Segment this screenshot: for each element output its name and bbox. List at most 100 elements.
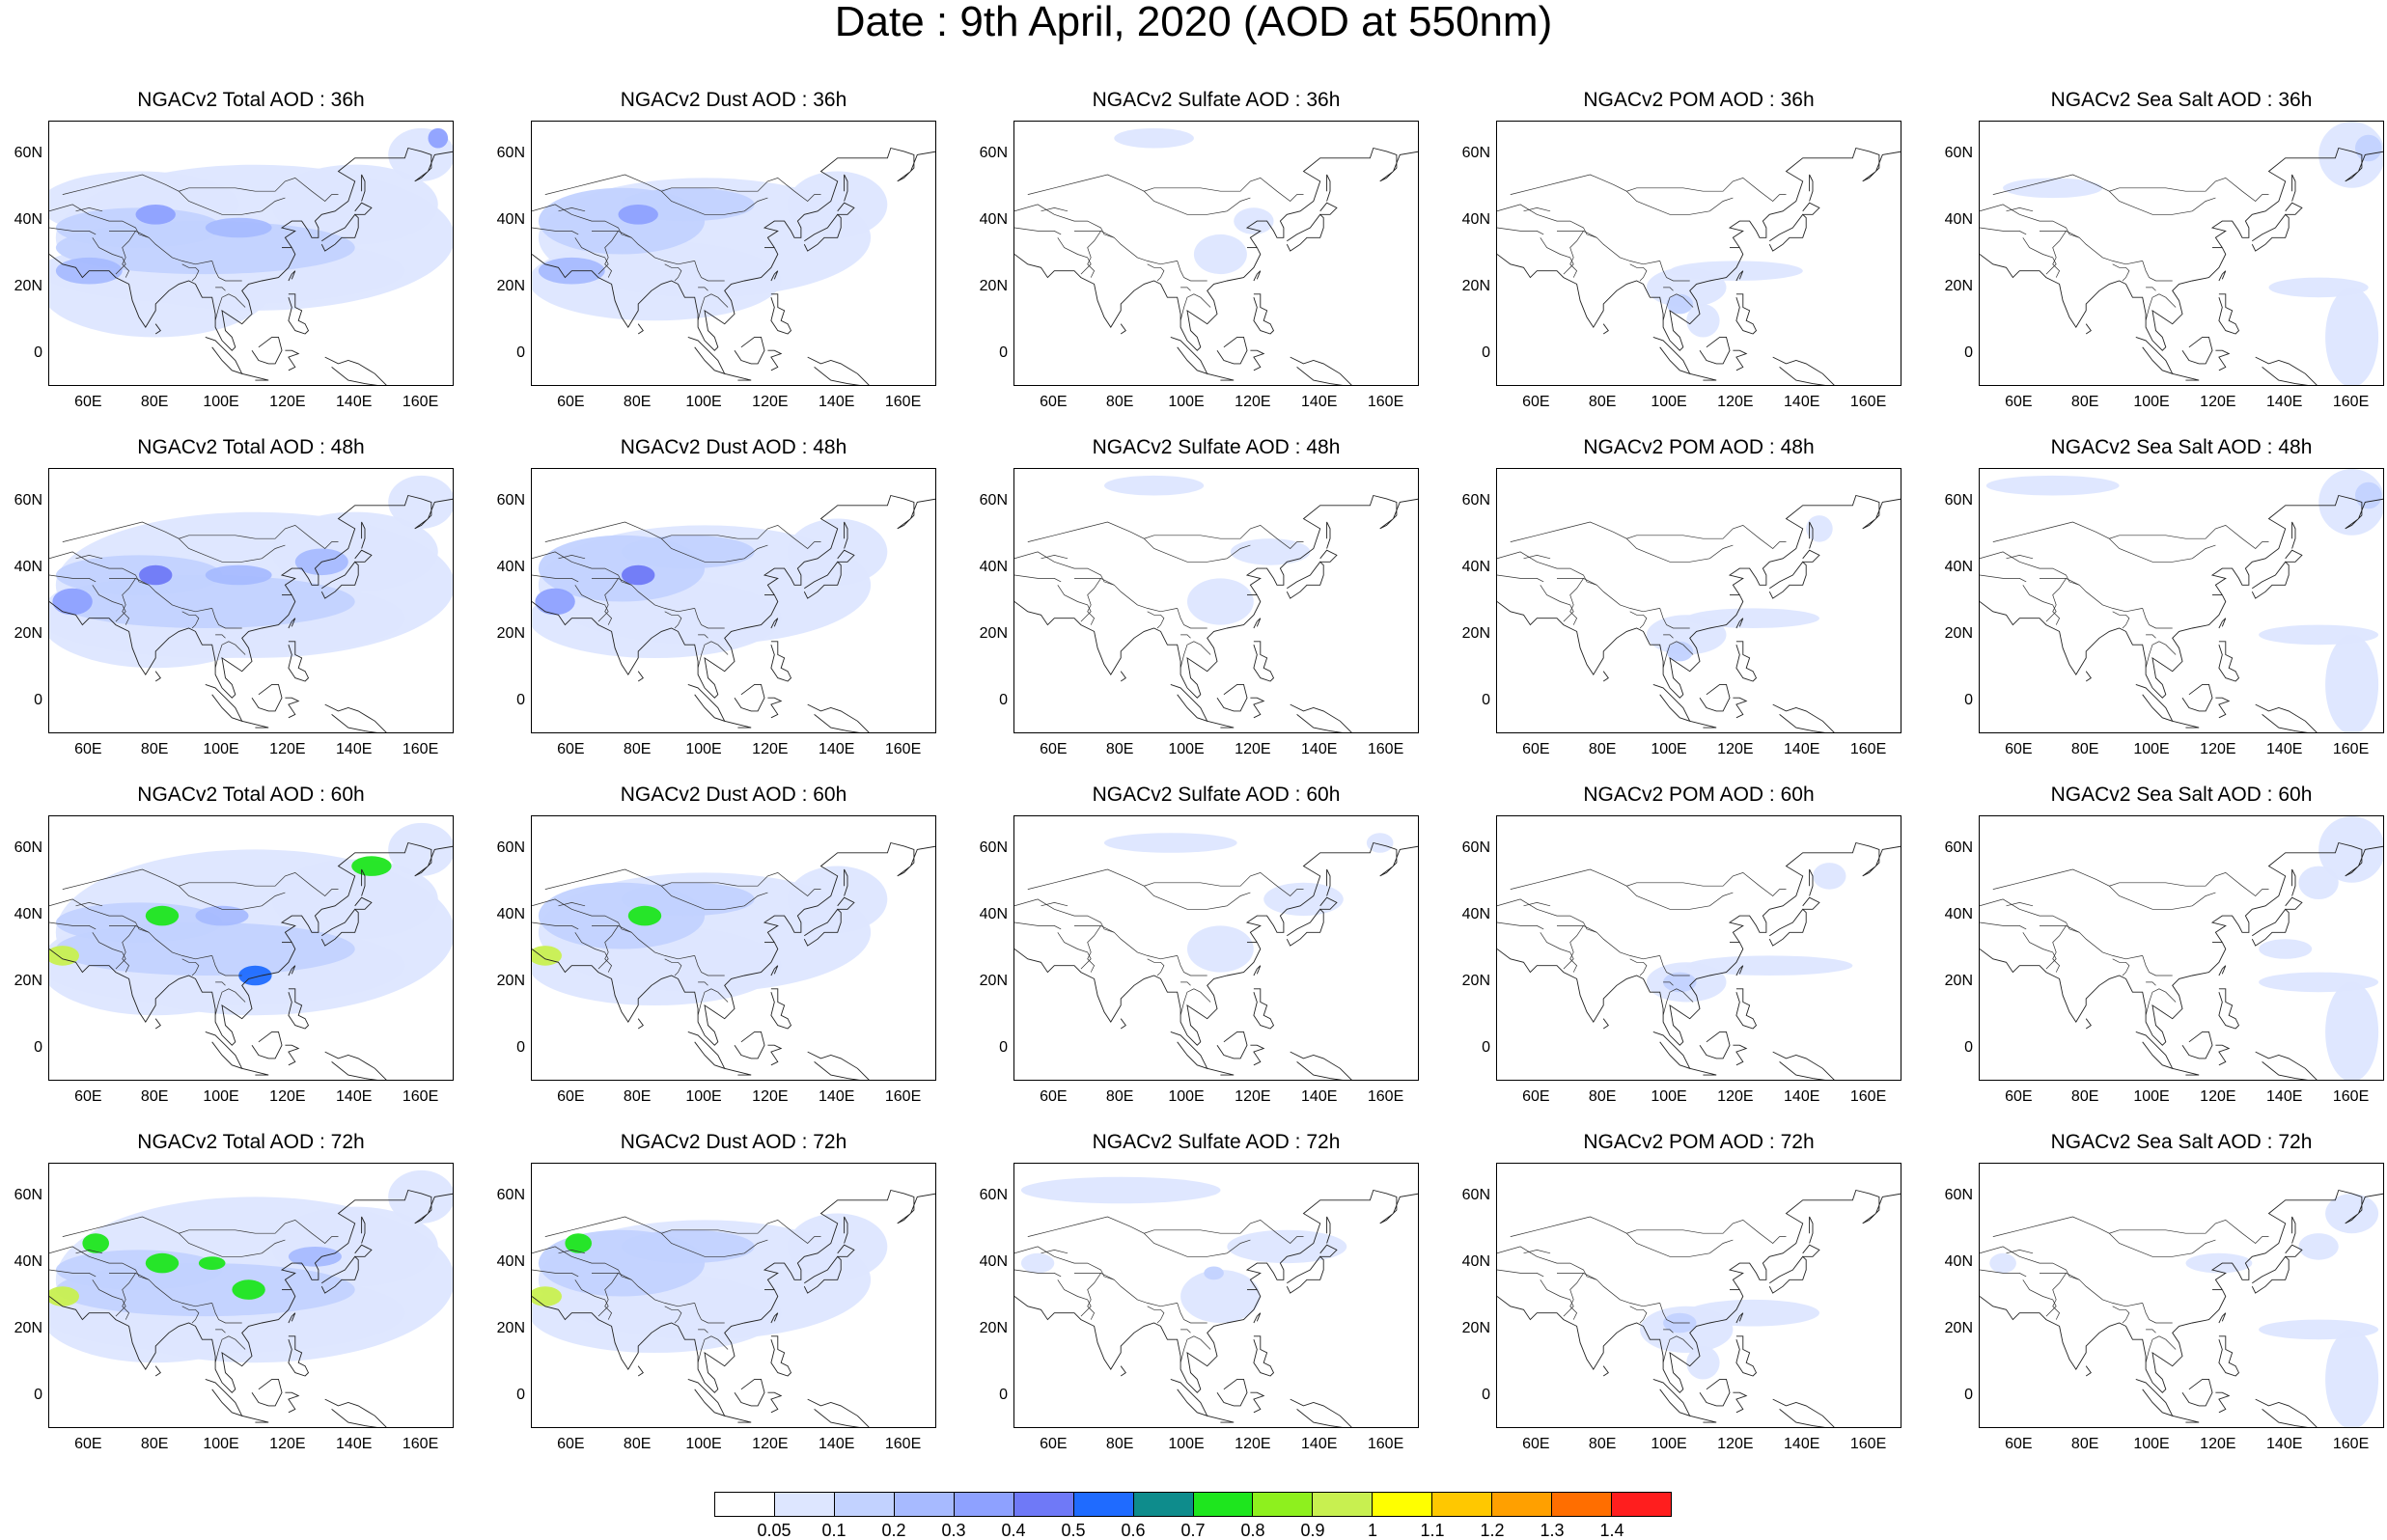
lat-tick-label: 20N	[496, 972, 525, 989]
coastline	[637, 671, 644, 682]
colorbar-label: 0.9	[1300, 1521, 1325, 1540]
lat-tick-label: 60N	[1461, 1187, 1490, 1204]
aod-field	[52, 588, 93, 616]
country-border	[1626, 1232, 1734, 1257]
coastline	[1014, 494, 1418, 699]
country-border	[698, 634, 708, 639]
country-border	[1980, 1246, 2143, 1307]
country-border	[1626, 537, 1734, 563]
country-border	[604, 1273, 619, 1320]
lon-tick-label: 80E	[623, 1088, 652, 1105]
coastline	[1497, 494, 1901, 699]
country-border	[697, 641, 729, 669]
lon-tick-label: 80E	[140, 394, 169, 410]
country-border	[2006, 207, 2034, 212]
country-border	[1014, 551, 1178, 613]
panel-title: NGACv2 Dust AOD : 36h	[620, 89, 847, 111]
aod-field	[1989, 1252, 2016, 1274]
aod-field	[788, 866, 888, 933]
colorbar-swatch	[1193, 1493, 1254, 1516]
lon-tick-label: 140E	[819, 1436, 855, 1452]
coastline	[1689, 720, 1717, 729]
lon-tick-label: 80E	[2070, 1436, 2099, 1452]
coastline	[767, 697, 783, 719]
coastline	[1326, 521, 1331, 549]
lat-tick-label: 40N	[14, 1253, 42, 1271]
map-frame	[1979, 468, 2384, 733]
coastline	[844, 174, 848, 202]
country-border	[2112, 1306, 2130, 1324]
lon-tick-label: 100E	[1651, 1436, 1687, 1452]
lon-tick-label: 80E	[623, 741, 652, 757]
aod-field	[2185, 1252, 2253, 1274]
lon-tick-label: 140E	[819, 1088, 855, 1105]
aod-field	[55, 902, 223, 943]
country-border	[1087, 1273, 1101, 1320]
coastline	[324, 1051, 387, 1080]
lon-tick-label: 160E	[402, 1436, 439, 1452]
aod-field	[1020, 1176, 1221, 1204]
coastline	[241, 1415, 269, 1423]
coastline	[2215, 697, 2231, 719]
coastline	[734, 1031, 765, 1059]
map-frame	[531, 468, 936, 733]
coastline	[2285, 549, 2303, 563]
country-border	[532, 898, 695, 960]
country-border	[1659, 261, 1690, 282]
lon-tick-label: 60E	[1522, 394, 1550, 410]
country-border	[1180, 1335, 1211, 1363]
coastline	[1768, 213, 1807, 252]
aod-field	[232, 1279, 265, 1300]
aod-field	[1193, 234, 1247, 275]
country-border	[1027, 1216, 1304, 1244]
lat-tick-label: 20N	[14, 277, 42, 294]
coastline	[1207, 1067, 1235, 1076]
coastline	[2085, 1018, 2092, 1030]
coastline	[1652, 1378, 1691, 1417]
lat-tick-label: 60N	[979, 839, 1008, 857]
coastline	[637, 1365, 644, 1377]
lon-tick-label: 140E	[1301, 394, 1338, 410]
lon-tick-label: 60E	[2005, 741, 2033, 757]
aod-field	[205, 564, 272, 586]
coastline	[1253, 270, 1262, 282]
country-border	[2006, 902, 2034, 907]
country-border	[1057, 932, 1092, 970]
lon-tick-label: 140E	[336, 394, 373, 410]
coastline	[1253, 618, 1262, 629]
lon-tick-label: 100E	[685, 1436, 722, 1452]
country-border	[109, 231, 150, 238]
country-border	[1980, 551, 2143, 613]
coastline	[1735, 270, 1744, 282]
aod-field	[388, 822, 453, 876]
lon-tick-label: 60E	[1040, 1088, 1068, 1105]
country-border	[109, 578, 150, 586]
coastline	[770, 965, 779, 976]
country-border	[1180, 981, 1191, 986]
country-border	[122, 231, 136, 278]
coastline	[2085, 1365, 2092, 1377]
aod-map	[1014, 1176, 1418, 1427]
coastline	[532, 494, 935, 699]
country-border	[694, 261, 725, 282]
country-border	[1057, 585, 1092, 622]
lon-tick-label: 100E	[203, 741, 239, 757]
coastline	[1735, 641, 1758, 682]
aod-field	[82, 1233, 109, 1253]
coastline	[2218, 965, 2227, 976]
lat-tick-label: 20N	[1944, 277, 1973, 294]
coastline	[2291, 174, 2296, 202]
coastline	[1768, 1255, 1807, 1294]
lon-tick-label: 60E	[74, 1088, 102, 1105]
lat-tick-label: 60N	[14, 1187, 42, 1204]
colorbar-label: 1.4	[1599, 1521, 1624, 1540]
lat-tick-label: 20N	[14, 624, 42, 642]
aod-field	[618, 205, 658, 225]
country-border	[1980, 574, 2027, 583]
map-frame	[1013, 1163, 1419, 1428]
colorbar-swatch	[1013, 1493, 1074, 1516]
lat-tick-label: 0	[999, 1386, 1008, 1403]
lat-tick-label: 0	[1964, 344, 1973, 361]
country-border	[1992, 521, 2269, 549]
coastline	[1733, 1044, 1748, 1066]
